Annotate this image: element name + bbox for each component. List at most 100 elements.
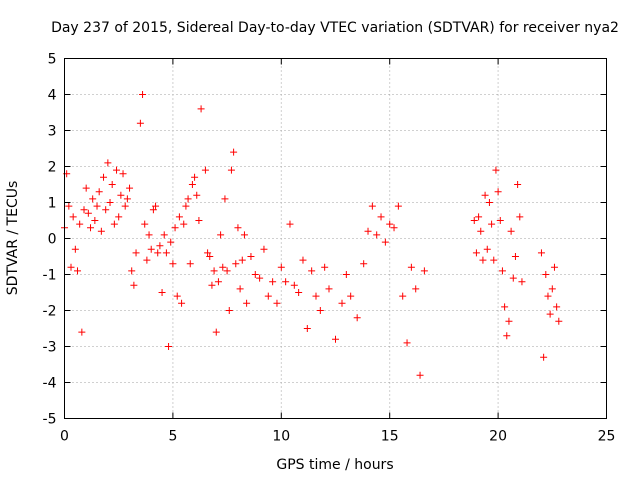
data-point [74,267,82,275]
data-point [186,260,194,268]
data-point [160,231,168,239]
data-point [227,166,235,174]
data-point [282,278,290,286]
data-point [104,159,112,167]
data-point [540,353,548,361]
y-tick-label: 0 [48,232,57,248]
data-point [93,202,101,210]
data-point [236,285,244,293]
y-tick-label: 2 [48,160,57,176]
y-tick-label: -2 [43,304,57,320]
axis-ticks [64,58,607,419]
data-point [154,249,162,257]
y-tick-label: 3 [48,124,57,140]
data-point [208,281,216,289]
x-tick-label: 20 [489,429,507,445]
data-point [332,335,339,343]
data-point [69,213,77,221]
data-point [230,148,238,156]
data-point [217,231,225,239]
data-point [143,256,151,264]
data-point [483,245,491,253]
data-point [479,256,487,264]
data-point [247,253,255,260]
y-axis-tick-labels: -5 -4 -3 -2 -1 0 1 2 3 4 5 [43,52,57,428]
data-point [277,263,285,271]
data-point [399,292,407,300]
y-tick-label: 5 [48,52,57,68]
data-point [544,292,552,300]
data-point [496,217,504,224]
data-point [321,263,329,271]
data-point [416,371,424,379]
data-point [171,224,179,232]
y-tick-label: -3 [43,340,57,356]
data-point [76,220,84,228]
data-point [273,299,281,307]
data-point [197,105,205,113]
data-point [412,285,420,293]
data-point [123,195,131,203]
x-tick-label: 15 [381,429,399,445]
data-point [173,292,181,300]
data-point [223,267,231,275]
data-point [110,220,118,228]
y-tick-label: -1 [43,268,57,284]
data-point [91,217,99,224]
data-point [97,227,105,235]
data-point [407,263,415,271]
data-point [145,231,153,239]
data-point [312,292,320,300]
data-point [82,184,90,192]
data-point [295,289,303,296]
data-point [390,224,398,232]
data-point [256,274,264,282]
data-point [325,285,333,293]
data-point [80,206,88,214]
data-point [212,328,220,336]
data-point [195,217,203,224]
data-point [342,271,350,278]
data-point [232,260,240,268]
data-point [106,199,114,206]
data-point [204,249,212,257]
data-points [61,91,563,379]
data-point [152,202,160,210]
data-point [264,292,272,300]
data-point [507,227,515,235]
data-point [243,299,251,307]
data-point [238,256,246,264]
data-point [555,317,563,325]
grid-lines [64,58,607,419]
data-point [269,278,277,286]
data-point [193,191,201,199]
data-point [550,263,558,271]
data-point [221,195,229,203]
data-point [165,343,173,350]
data-point [316,307,324,314]
data-point [95,188,103,196]
data-point [472,249,480,257]
data-point [147,245,155,253]
data-point [158,289,166,296]
data-point [470,217,478,224]
data-point [87,224,95,232]
data-point [206,253,214,260]
data-point [219,263,227,271]
data-point [162,249,170,257]
x-tick-label: 10 [272,429,290,445]
y-tick-label: 1 [48,196,57,212]
data-point [89,195,97,203]
data-point [353,314,361,322]
data-point [485,199,493,206]
data-point [251,271,259,278]
data-point [475,213,483,221]
data-point [368,202,376,210]
data-point [141,220,149,228]
data-point [117,191,125,199]
data-point [286,220,294,228]
data-point [128,267,136,275]
y-tick-label: -5 [43,412,57,428]
x-tick-label: 25 [598,429,616,445]
